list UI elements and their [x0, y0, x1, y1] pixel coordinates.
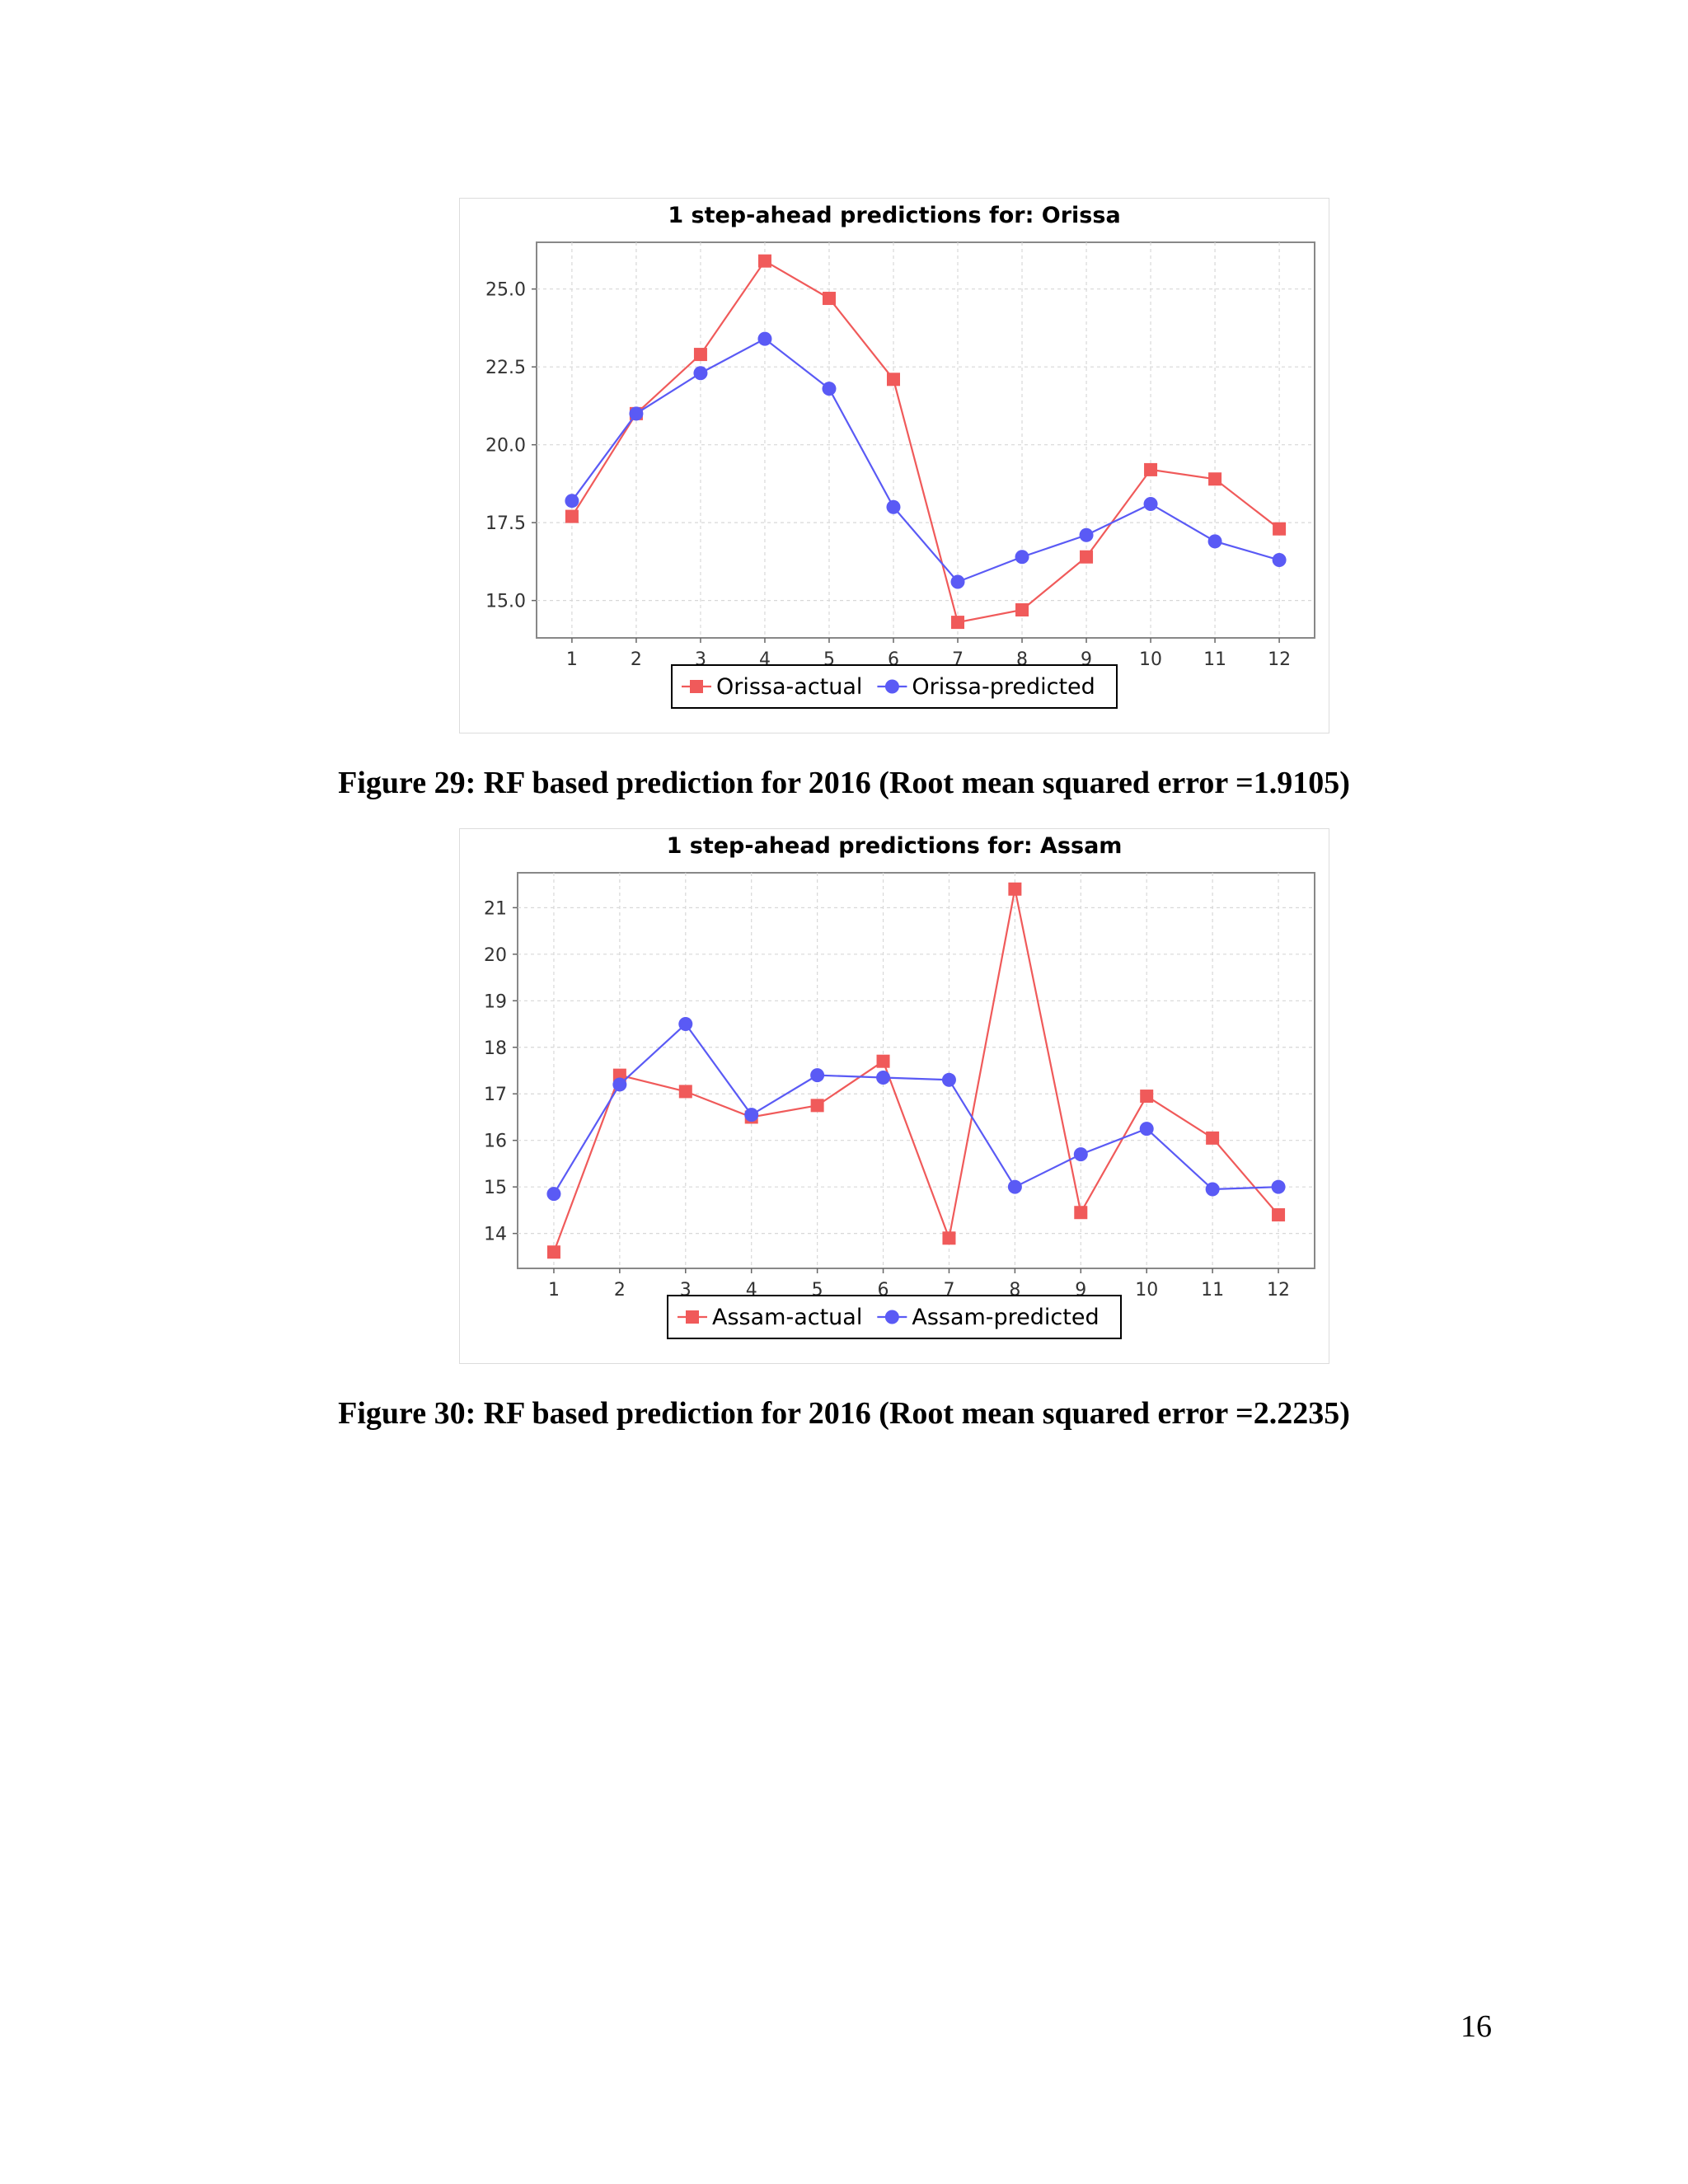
orissa-chart-panel: 1 step-ahead predictions for: Orissa 15.0…	[459, 198, 1329, 733]
assam-actual-point	[546, 1245, 560, 1259]
assam-actual-point	[1074, 1206, 1088, 1220]
assam-actual-point	[810, 1099, 824, 1113]
assam-actual-point	[678, 1085, 692, 1099]
assam-predicted-point	[1007, 1179, 1022, 1194]
y-tick-label: 18	[484, 1038, 507, 1059]
orissa-line-chart: 1 step-ahead predictions for: Orissa 15.0…	[485, 203, 1315, 709]
assam-actual-point	[1206, 1131, 1220, 1145]
x-tick-label: 10	[1139, 649, 1162, 670]
y-tick-label: 19	[484, 991, 507, 1012]
assam-actual-point	[876, 1054, 890, 1068]
chart-title: 1 step-ahead predictions for: Assam	[667, 833, 1123, 859]
legend-label-orissa-predicted: Orissa-predicted	[912, 674, 1095, 700]
orissa-predicted-point	[886, 499, 901, 514]
x-tick-label: 12	[1268, 649, 1291, 670]
orissa-predicted-point	[693, 366, 708, 381]
orissa-actual-point	[565, 509, 579, 523]
assam-predicted-point	[1271, 1179, 1286, 1194]
assam-predicted-point	[612, 1077, 627, 1092]
figure-29-caption: Figure 29: RF based prediction for 2016 …	[338, 766, 1350, 800]
legend-circle-marker	[884, 1310, 899, 1324]
x-tick-label: 1	[548, 1280, 560, 1301]
page-number: 16	[1461, 2009, 1492, 2044]
x-tick-label: 11	[1201, 1280, 1224, 1301]
orissa-actual-point	[757, 254, 771, 268]
orissa-actual-point	[951, 616, 965, 630]
orissa-actual-point	[1144, 462, 1158, 476]
assam-predicted-point	[678, 1017, 693, 1032]
assam-actual-point	[1140, 1090, 1154, 1104]
assam-predicted-point	[1205, 1182, 1220, 1197]
orissa-predicted-point	[1015, 550, 1029, 565]
y-tick-label: 14	[484, 1225, 507, 1245]
orissa-predicted-point	[1207, 534, 1222, 549]
y-tick-label: 16	[484, 1132, 507, 1152]
assam-chart-panel: 1 step-ahead predictions for: Assam 14 15 1…	[459, 828, 1329, 1364]
chart-title: 1 step-ahead predictions for: Orissa	[668, 203, 1120, 228]
orissa-predicted-point	[1143, 496, 1158, 511]
orissa-actual-point	[1208, 472, 1222, 486]
assam-predicted-point	[1139, 1122, 1154, 1137]
legend-square-marker	[686, 1310, 699, 1324]
assam-predicted-series-line	[553, 1022, 1279, 1195]
legend-circle-marker	[884, 679, 899, 694]
y-tick-label: 21	[484, 898, 507, 919]
x-tick-label: 2	[631, 649, 642, 670]
assam-actual-series-line	[552, 888, 1279, 1253]
assam-actual-point	[1008, 882, 1022, 896]
assam-predicted-point	[546, 1187, 561, 1202]
orissa-actual-series-line	[570, 260, 1280, 624]
y-tick-label: 17.5	[485, 513, 526, 534]
x-tick-label: 12	[1267, 1280, 1290, 1301]
orissa-actual-point	[886, 373, 900, 387]
assam-predicted-point	[810, 1068, 825, 1083]
assam-predicted-point	[876, 1070, 891, 1085]
orissa-actual-point	[1273, 522, 1287, 536]
orissa-actual-point	[693, 348, 707, 362]
assam-line-chart: 1 step-ahead predictions for: Assam 14 15 1…	[484, 833, 1315, 1339]
assam-predicted-point	[1073, 1147, 1088, 1162]
y-tick-label: 15	[484, 1178, 507, 1198]
assam-predicted-point	[941, 1072, 956, 1087]
x-tick-label: 2	[614, 1280, 626, 1301]
legend-label-assam-actual: Assam-actual	[712, 1305, 862, 1330]
plot-area	[536, 241, 1315, 639]
orissa-predicted-point	[1079, 527, 1094, 542]
figure-30-caption: Figure 30: RF based prediction for 2016 …	[338, 1396, 1350, 1431]
orissa-predicted-point	[822, 382, 837, 396]
y-tick-label: 17	[484, 1085, 507, 1105]
assam-actual-point	[1272, 1208, 1286, 1222]
x-tick-label: 11	[1203, 649, 1226, 670]
orissa-predicted-series-line	[571, 337, 1280, 583]
legend-label-assam-predicted: Assam-predicted	[912, 1305, 1099, 1330]
orissa-predicted-point	[1272, 553, 1287, 568]
orissa-actual-point	[822, 292, 836, 306]
y-tick-label: 20.0	[485, 436, 526, 457]
assam-predicted-point	[744, 1108, 759, 1122]
y-tick-label: 25.0	[485, 280, 526, 301]
y-tick-label: 22.5	[485, 358, 526, 378]
y-tick-label: 20	[484, 945, 507, 966]
assam-actual-point	[942, 1231, 956, 1245]
orissa-predicted-point	[629, 406, 644, 421]
y-tick-label: 15.0	[485, 592, 526, 612]
orissa-predicted-point	[950, 574, 965, 589]
x-tick-label: 10	[1135, 1280, 1158, 1301]
x-tick-label: 1	[566, 649, 578, 670]
orissa-predicted-point	[757, 331, 772, 346]
plot-area	[517, 872, 1315, 1269]
orissa-actual-point	[1080, 550, 1094, 564]
legend-square-marker	[690, 680, 703, 693]
legend-label-orissa-actual: Orissa-actual	[716, 674, 862, 700]
orissa-predicted-point	[565, 494, 579, 509]
orissa-actual-point	[1015, 602, 1029, 616]
